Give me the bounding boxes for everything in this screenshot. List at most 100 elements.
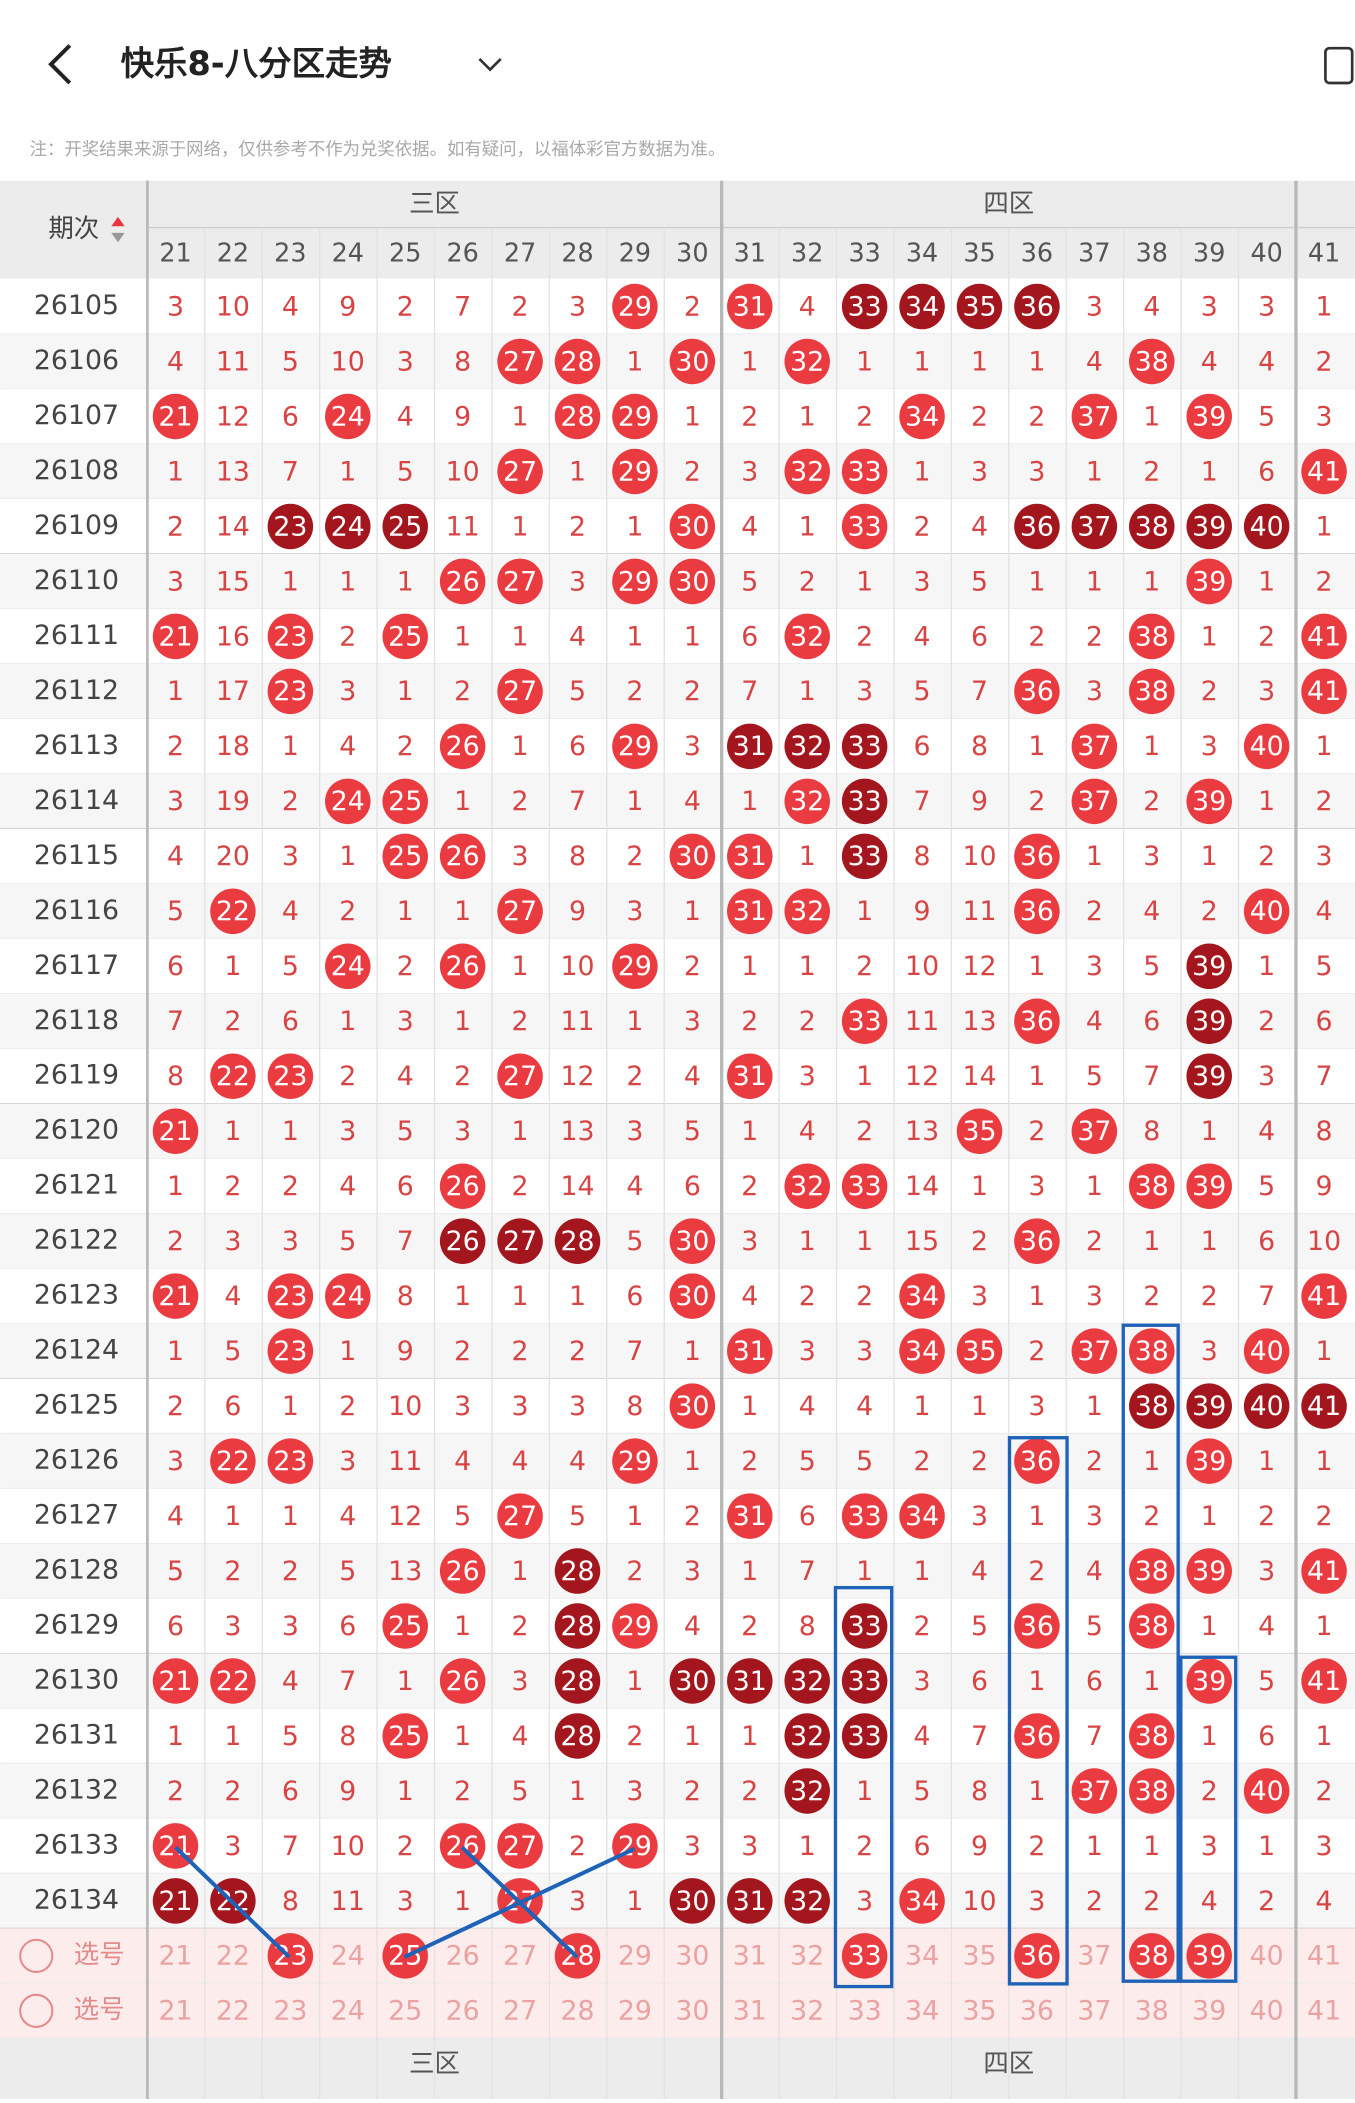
- radio-button[interactable]: [19, 1938, 54, 1973]
- cell-value: 32: [790, 1941, 824, 1972]
- zone-label: 三区: [409, 188, 460, 218]
- cell-value: 2: [512, 1336, 529, 1367]
- cell-value: 28: [560, 1721, 594, 1752]
- cell-value: 1: [799, 951, 816, 982]
- page-title[interactable]: 快乐8-八分区走势: [121, 44, 392, 83]
- cell-value: 33: [848, 786, 882, 817]
- cell-value: 1: [856, 1061, 873, 1092]
- cell-value: 36: [1020, 1226, 1054, 1257]
- ball: [1071, 393, 1118, 440]
- device-icon[interactable]: [1324, 46, 1354, 85]
- cell-value: 26: [446, 1556, 480, 1587]
- cell-value: 33: [848, 1611, 882, 1642]
- ball: [1014, 1603, 1060, 1649]
- ball-dark: [956, 283, 1003, 330]
- cell-value: 3: [512, 1666, 529, 1697]
- ball-dark: [554, 1218, 601, 1264]
- cell-value: 3: [339, 676, 356, 707]
- cell-value: 2: [856, 621, 873, 652]
- cell-value: 9: [569, 896, 586, 927]
- cell-value: 22: [216, 1446, 250, 1477]
- cell-value: 1: [799, 1831, 816, 1862]
- cell-value: 5: [914, 676, 931, 707]
- cell-value: 24: [331, 786, 365, 817]
- cell-value: 5: [971, 566, 988, 597]
- ball: [727, 1053, 773, 1100]
- cell-value: 2: [1316, 1776, 1333, 1807]
- ball: [899, 1273, 945, 1319]
- cell-value: 1: [454, 1006, 471, 1037]
- cell-value: 27: [503, 1941, 537, 1972]
- ball-dark: [1129, 1383, 1175, 1429]
- cell-value: 3: [397, 1006, 414, 1037]
- ball: [439, 943, 486, 990]
- ball: [1301, 1548, 1347, 1594]
- cell-value: 27: [503, 1226, 537, 1257]
- cell-value: 21: [158, 1886, 192, 1917]
- cell-value: 6: [914, 731, 931, 762]
- cell-value: 1: [569, 1776, 586, 1807]
- cell-value: 2: [1086, 621, 1103, 652]
- ball: [899, 393, 945, 440]
- cell-value: 1: [569, 456, 586, 487]
- column-number: 29: [619, 237, 651, 267]
- cell-value: 34: [905, 1941, 939, 1972]
- cell-value: 2: [1258, 841, 1275, 872]
- cell-value: 4: [167, 346, 184, 377]
- cell-value: 1: [626, 1886, 643, 1917]
- period: 26129: [34, 1610, 119, 1641]
- cell-value: 3: [454, 1391, 471, 1422]
- annotation-box: [1121, 1323, 1180, 1983]
- cell-value: 3: [397, 1886, 414, 1917]
- cell-value: 1: [167, 1721, 184, 1752]
- back-button[interactable]: [48, 44, 72, 85]
- cell-value: 10: [331, 1831, 365, 1862]
- radio-button[interactable]: [19, 1993, 54, 2028]
- cell-value: 1: [741, 1116, 758, 1147]
- ball-dark: [554, 1548, 601, 1594]
- cell-value: 4: [569, 1446, 586, 1477]
- cell-value: 2: [1143, 1501, 1160, 1532]
- cell-value: 6: [1258, 1721, 1275, 1752]
- row-bg: [0, 993, 1355, 1049]
- cell-value: 6: [971, 1666, 988, 1697]
- cell-value: 3: [1201, 291, 1218, 322]
- annotation-box: [833, 1585, 894, 1989]
- cell-value: 24: [331, 1996, 365, 2027]
- cell-value: 1: [741, 1391, 758, 1422]
- ball: [1129, 1163, 1175, 1209]
- cell-value: 38: [1135, 676, 1169, 707]
- cell-value: 1: [454, 1281, 471, 1312]
- cell-value: 36: [1020, 1941, 1054, 1972]
- cell-value: 6: [569, 731, 586, 762]
- cell-value: 5: [512, 1776, 529, 1807]
- ball: [669, 503, 716, 550]
- ball: [1014, 668, 1060, 715]
- column-number: 28: [561, 237, 593, 267]
- cell-value: 5: [1258, 1171, 1275, 1202]
- ball: [1301, 668, 1347, 715]
- ball: [497, 668, 543, 715]
- cell-value: 24: [331, 1281, 365, 1312]
- ball: [1186, 393, 1232, 440]
- cell-value: 1: [1028, 1776, 1045, 1807]
- cell-value: 5: [569, 676, 586, 707]
- cell-value: 2: [1086, 1446, 1103, 1477]
- ball-dark: [1243, 503, 1290, 550]
- cell-value: 2: [971, 1226, 988, 1257]
- annotation-box: [1179, 1655, 1238, 1983]
- cell-value: 1: [512, 951, 529, 982]
- cell-value: 1: [1086, 1391, 1103, 1422]
- cell-value: 31: [733, 1336, 767, 1367]
- cell-value: 8: [971, 731, 988, 762]
- cell-value: 35: [962, 291, 996, 322]
- cell-value: 1: [454, 1721, 471, 1752]
- title-dropdown[interactable]: [478, 57, 502, 72]
- cell-value: 1: [799, 401, 816, 432]
- ball-dark: [784, 1768, 830, 1814]
- period: 26120: [34, 1115, 119, 1146]
- ball: [1129, 1603, 1175, 1649]
- cell-value: 2: [512, 1171, 529, 1202]
- ball: [784, 778, 830, 825]
- cell-value: 33: [848, 1666, 882, 1697]
